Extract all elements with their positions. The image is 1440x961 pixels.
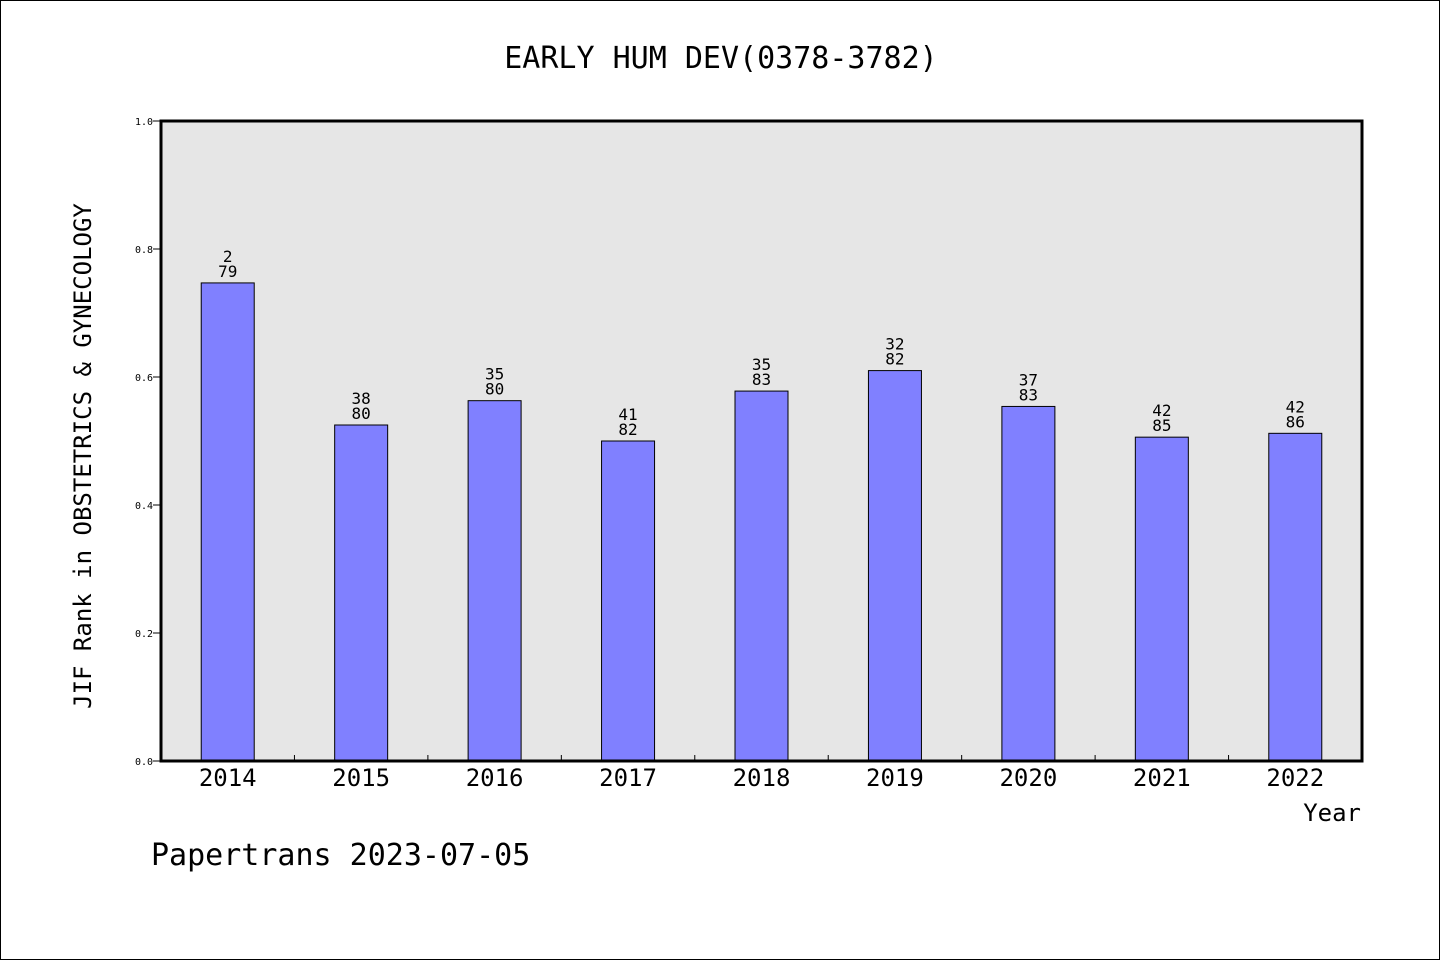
bar-total-label: 80 <box>485 380 504 399</box>
y-axis-label: JIF Rank in OBSTETRICS & GYNECOLOGY <box>69 203 97 709</box>
y-tick-label: 0.2 <box>135 629 153 640</box>
x-tick-label: 2014 <box>199 764 257 792</box>
footer-credit: Papertrans 2023-07-05 <box>151 838 530 873</box>
y-tick-label: 0.4 <box>135 501 153 512</box>
bar-2021 <box>1134 436 1189 762</box>
bar-total-label: 79 <box>218 262 237 281</box>
bar-total-label: 80 <box>352 404 371 423</box>
x-tick-label: 2021 <box>1133 764 1191 792</box>
bar-rank-label: 35 <box>485 365 504 384</box>
bar-rank-label: 32 <box>885 335 904 354</box>
y-tick-label: 0.0 <box>135 757 153 768</box>
bar-total-label: 83 <box>752 370 771 389</box>
bar-total-label: 82 <box>618 420 637 439</box>
bar-rank-label: 37 <box>1019 370 1038 389</box>
bar-total-label: 86 <box>1286 412 1305 431</box>
bar-rank-label: 38 <box>352 389 371 408</box>
bar-rank-label: 42 <box>1152 401 1171 420</box>
y-tick-label: 0.8 <box>135 245 153 256</box>
bar-rank-label: 2 <box>223 247 233 266</box>
bar-2019 <box>867 370 922 762</box>
bar-2022 <box>1268 432 1323 762</box>
bar-rank-label: 41 <box>618 405 637 424</box>
chart-title: EARLY HUM DEV(0378-3782) <box>504 41 937 76</box>
y-tick-label: 0.6 <box>135 373 153 384</box>
bar-2016 <box>467 400 522 762</box>
x-tick-label: 2016 <box>466 764 524 792</box>
x-tick-label: 2020 <box>999 764 1057 792</box>
x-tick-label: 2022 <box>1266 764 1324 792</box>
x-tick-label: 2019 <box>866 764 924 792</box>
bar-2017 <box>601 440 656 762</box>
bar-2014 <box>200 282 255 762</box>
bar-rank-label: 35 <box>752 355 771 374</box>
bar-2018 <box>734 390 789 762</box>
bar-2015 <box>334 424 389 762</box>
x-tick-label: 2015 <box>332 764 390 792</box>
plot-border <box>159 119 1364 763</box>
bar-total-label: 82 <box>885 350 904 369</box>
bar-total-label: 85 <box>1152 416 1171 435</box>
y-axis: 0.0 0.2 0.4 0.6 0.8 1.0 <box>135 117 161 768</box>
x-axis: 2014 2015 2016 2017 2018 2019 2020 2021 2022 <box>199 755 1324 792</box>
x-tick-label: 2017 <box>599 764 657 792</box>
bar-2020 <box>1001 405 1056 762</box>
x-tick-label: 2018 <box>733 764 791 792</box>
x-axis-label: Year <box>1303 799 1361 827</box>
y-tick-label: 1.0 <box>135 117 153 128</box>
bar-rank-label: 42 <box>1286 397 1305 416</box>
bar-total-label: 83 <box>1019 385 1038 404</box>
